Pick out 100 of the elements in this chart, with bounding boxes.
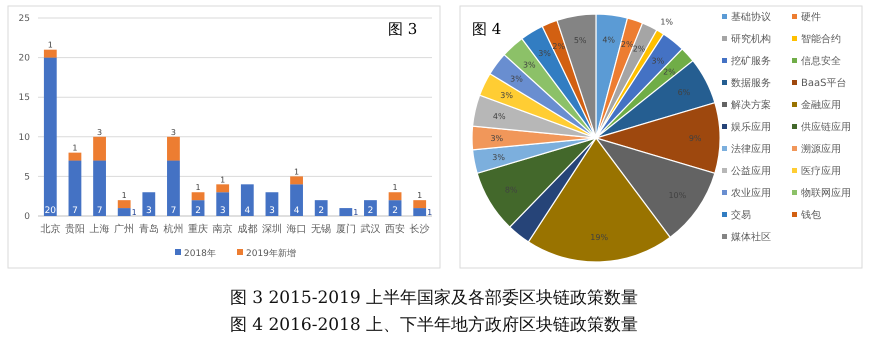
- data-label: 2%: [632, 44, 646, 54]
- x-tick-label: 无锡: [311, 224, 332, 235]
- data-label: 3: [146, 206, 152, 216]
- legend-label: 媒体社区: [731, 231, 771, 243]
- legend-label: 供应链应用: [801, 121, 851, 133]
- bar: [216, 192, 230, 216]
- legend-label: 硬件: [801, 12, 821, 23]
- annotation: 图 3: [388, 20, 418, 38]
- data-label: 4%: [492, 112, 506, 121]
- data-label: 5%: [574, 36, 587, 46]
- bar: [413, 208, 426, 216]
- bar: [93, 136, 106, 161]
- y-tick-label: 15: [18, 93, 30, 104]
- legend-label: 挖矿服务: [731, 55, 771, 67]
- x-tick-label: 杭州: [162, 223, 184, 235]
- y-tick-label: 10: [18, 132, 30, 143]
- x-tick-label: 北京: [40, 223, 60, 235]
- data-label: 3: [97, 128, 102, 137]
- data-label: 1: [353, 208, 358, 218]
- data-label: 1: [122, 191, 127, 200]
- bar: [167, 136, 180, 161]
- legend-label: 钱包: [800, 209, 821, 221]
- legend-label: 法律应用: [731, 143, 771, 155]
- bar: [192, 192, 204, 200]
- legend-label: 公益应用: [731, 165, 771, 177]
- data-label: 19%: [590, 233, 608, 242]
- data-label: 2: [318, 206, 324, 216]
- bar: [68, 152, 82, 161]
- x-tick-label: 海口: [286, 223, 307, 235]
- bar: [364, 200, 377, 216]
- data-label: 7: [170, 206, 176, 216]
- data-label: 1: [417, 191, 422, 200]
- bar: [388, 192, 402, 200]
- bar: [339, 208, 352, 216]
- y-tick-label: 25: [18, 14, 30, 24]
- x-tick-label: 重庆: [188, 223, 208, 235]
- legend-label: BaaS平台: [801, 77, 846, 89]
- legend-label: 农业应用: [731, 187, 771, 199]
- legend-label: 物联网应用: [801, 187, 851, 199]
- bar: [240, 184, 254, 216]
- bar: [93, 160, 106, 216]
- y-tick-label: 20: [18, 54, 30, 64]
- bar: [413, 200, 426, 208]
- x-tick-label: 广州: [114, 223, 134, 235]
- data-label: 3%: [652, 56, 665, 66]
- data-label: 1: [72, 144, 78, 153]
- legend-label: 2018年: [184, 248, 216, 259]
- bar: [216, 184, 230, 192]
- data-label: 2: [392, 206, 398, 216]
- legend-label: 解决方案: [731, 99, 771, 111]
- bar: [266, 192, 278, 216]
- data-label: 3: [220, 206, 226, 216]
- data-label: 1: [220, 175, 226, 184]
- bar: [167, 160, 180, 216]
- data-label: 3%: [500, 90, 514, 100]
- data-label: 7: [96, 206, 102, 216]
- legend-label: 智能合约: [801, 33, 841, 45]
- caption: 图 3 2015-2019 上半年国家及各部委区块链政策数量: [230, 288, 638, 308]
- bar: [44, 50, 57, 58]
- data-label: 1: [196, 183, 201, 192]
- bar: [68, 160, 82, 216]
- data-label: 20: [44, 206, 56, 216]
- x-tick-label: 西安: [385, 223, 406, 235]
- legend-label: 交易: [731, 209, 751, 221]
- data-label: 3%: [510, 74, 524, 84]
- data-label: 9%: [688, 134, 702, 143]
- data-label: 4%: [602, 36, 616, 45]
- data-label: 1: [294, 167, 300, 176]
- x-tick-label: 南京: [212, 223, 233, 235]
- data-label: 6%: [678, 88, 691, 98]
- x-tick-label: 成都: [237, 223, 258, 235]
- legend-label: 娱乐应用: [731, 121, 771, 133]
- data-label: 2: [368, 206, 374, 216]
- legend-label: 数据服务: [731, 77, 771, 89]
- bar: [142, 192, 156, 216]
- data-label: 3%: [522, 60, 536, 70]
- x-tick-label: 贵阳: [64, 223, 85, 235]
- data-label: 3: [170, 128, 176, 137]
- bar: [118, 200, 131, 208]
- legend-label: 基础协议: [731, 11, 771, 23]
- data-label: 1: [48, 40, 53, 50]
- caption: 图 4: [472, 20, 502, 38]
- legend-label: 医疗应用: [801, 165, 841, 177]
- data-label: 2: [195, 206, 201, 216]
- data-label: 2%: [663, 67, 676, 76]
- x-tick-label: 青岛: [138, 223, 159, 235]
- bar: [44, 58, 57, 216]
- x-tick-label: 厦门: [336, 223, 356, 235]
- data-label: 7: [72, 206, 78, 216]
- data-label: 1: [392, 183, 398, 192]
- data-label: 4: [244, 206, 250, 216]
- legend-label: 研究机构: [731, 33, 771, 45]
- x-tick-label: 武汉: [360, 223, 380, 235]
- x-tick-label: 上海: [90, 223, 110, 235]
- bar: [118, 208, 131, 216]
- bar: [290, 184, 303, 216]
- data-label: 1: [132, 208, 137, 218]
- y-tick-label: 5: [24, 172, 30, 182]
- legend-label: 信息安全: [801, 55, 841, 67]
- legend-label: 溯源应用: [801, 143, 841, 155]
